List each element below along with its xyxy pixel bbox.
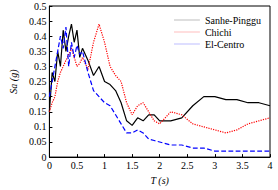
svg-text:0.4: 0.4 <box>34 31 47 42</box>
svg-text:0: 0 <box>47 160 52 171</box>
svg-text:3.5: 3.5 <box>236 160 249 171</box>
svg-text:0.15: 0.15 <box>29 106 47 117</box>
svg-text:0: 0 <box>41 152 46 163</box>
svg-text:1: 1 <box>102 160 107 171</box>
svg-text:T (s): T (s) <box>150 175 169 187</box>
svg-text:0.5: 0.5 <box>71 160 84 171</box>
svg-text:Chichi: Chichi <box>205 27 232 38</box>
svg-text:2: 2 <box>157 160 162 171</box>
svg-text:0.3: 0.3 <box>34 61 47 72</box>
svg-text:0.25: 0.25 <box>29 76 47 87</box>
svg-text:2.5: 2.5 <box>181 160 194 171</box>
svg-text:0.35: 0.35 <box>29 46 47 57</box>
svg-text:Sa (g): Sa (g) <box>8 69 20 94</box>
svg-text:Sanhe-Pinggu: Sanhe-Pinggu <box>205 15 261 26</box>
svg-text:3: 3 <box>212 160 217 171</box>
svg-text:0.1: 0.1 <box>34 121 47 132</box>
svg-text:4: 4 <box>268 160 273 171</box>
svg-text:0.45: 0.45 <box>29 16 47 27</box>
svg-text:0.5: 0.5 <box>34 1 47 12</box>
svg-text:0.2: 0.2 <box>34 91 47 102</box>
svg-text:0.05: 0.05 <box>29 136 47 147</box>
svg-text:1.5: 1.5 <box>126 160 139 171</box>
svg-text:El-Centro: El-Centro <box>205 39 244 50</box>
